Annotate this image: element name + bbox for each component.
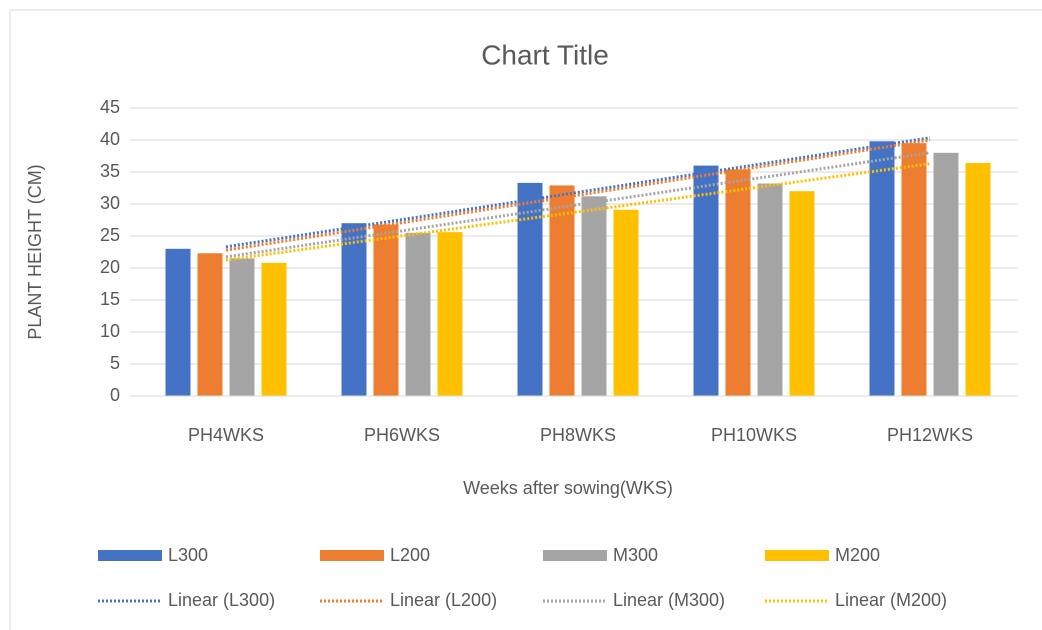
y-tick-label: 5 — [110, 353, 120, 373]
bar — [341, 223, 367, 396]
bar — [901, 143, 927, 396]
y-tick-label: 40 — [100, 129, 120, 149]
bar — [549, 185, 575, 396]
trendline — [225, 138, 931, 252]
legend-swatch — [543, 550, 607, 561]
bar — [517, 182, 543, 396]
bar — [437, 232, 463, 396]
x-tick-label: PH12WKS — [887, 425, 973, 445]
chart-title: Chart Title — [481, 39, 609, 70]
x-tick-label: PH8WKS — [540, 425, 616, 445]
trendline — [225, 136, 931, 249]
y-tick-label: 20 — [100, 257, 120, 277]
trendline — [225, 162, 931, 262]
legend-trendline-label: Linear (L300) — [168, 590, 275, 610]
bar — [869, 141, 895, 396]
bar — [757, 183, 783, 396]
legend-swatch — [98, 550, 162, 561]
bar — [693, 165, 719, 396]
bar — [965, 163, 991, 396]
y-tick-label: 45 — [100, 97, 120, 117]
x-tick-label: PH4WKS — [188, 425, 264, 445]
bar — [261, 262, 287, 396]
bar — [165, 248, 191, 396]
y-tick-label: 25 — [100, 225, 120, 245]
bar — [229, 258, 255, 396]
bar — [725, 169, 751, 396]
legend-swatch — [320, 550, 384, 561]
x-tick-label: PH6WKS — [364, 425, 440, 445]
y-tick-label: 10 — [100, 321, 120, 341]
bar — [581, 196, 607, 396]
y-tick-label: 35 — [100, 161, 120, 181]
bar — [405, 232, 431, 396]
bar — [373, 224, 399, 396]
legend-label: M300 — [613, 545, 658, 565]
bar — [933, 152, 959, 396]
legend-trendline-label: Linear (M300) — [613, 590, 725, 610]
bar — [197, 253, 223, 396]
bar — [613, 209, 639, 396]
bar — [789, 191, 815, 396]
y-tick-label: 30 — [100, 193, 120, 213]
trendline — [225, 151, 931, 259]
x-axis-title: Weeks after sowing(WKS) — [463, 478, 673, 498]
legend-label: L300 — [168, 545, 208, 565]
y-tick-label: 0 — [110, 385, 120, 405]
legend-label: L200 — [390, 545, 430, 565]
legend-trendline-label: Linear (M200) — [835, 590, 947, 610]
legend-trendline-label: Linear (L200) — [390, 590, 497, 610]
legend-swatch — [765, 550, 829, 561]
x-tick-label: PH10WKS — [711, 425, 797, 445]
legend-label: M200 — [835, 545, 880, 565]
y-tick-label: 15 — [100, 289, 120, 309]
y-axis-title: PLANT HEIGHT (CM) — [25, 164, 45, 339]
